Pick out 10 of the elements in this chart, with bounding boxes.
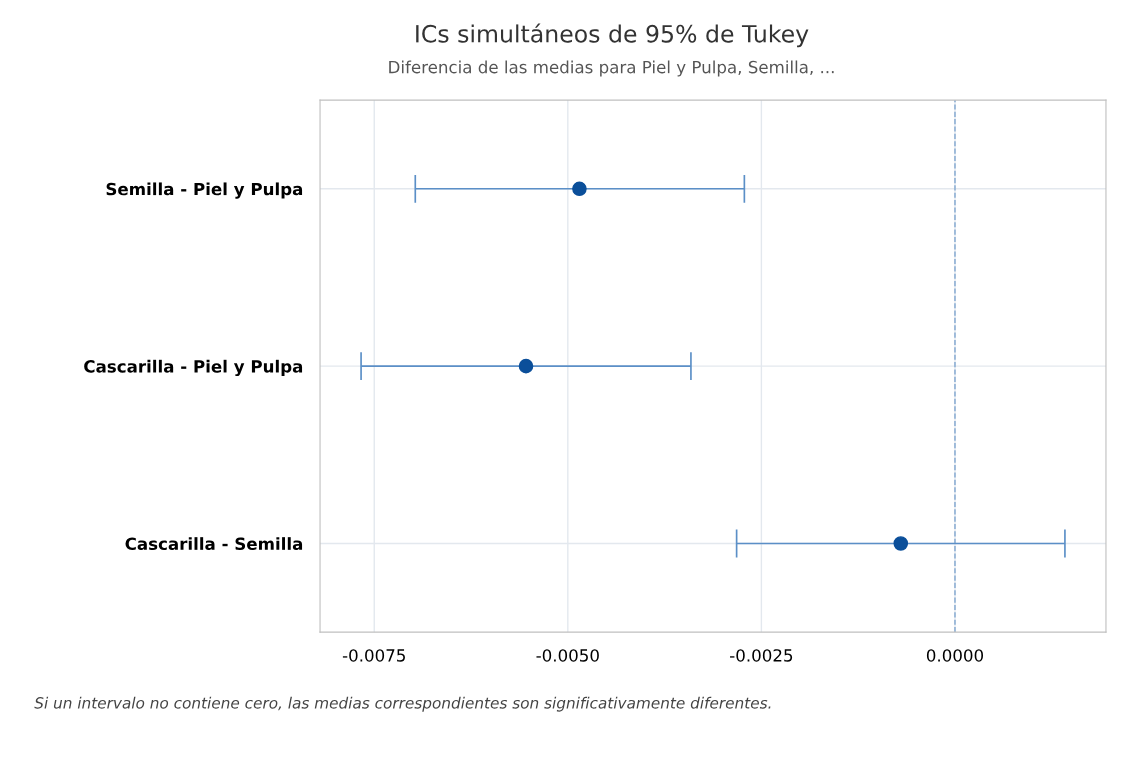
x-tick-label: -0.0050	[536, 649, 599, 662]
x-tick-label: -0.0075	[342, 649, 405, 662]
y-tick-label: Semilla - Piel y Pulpa	[106, 182, 303, 199]
chart-title: ICs simultáneos de 95% de Tukey	[416, 23, 809, 48]
chart-subtitle: Diferencia de las medias para Piel y Pulpa, Semilla, ...	[389, 60, 834, 77]
x-tick-label: -0.0025	[730, 649, 793, 662]
y-tick-label: Cascarilla - Piel y Pulpa	[84, 359, 303, 377]
y-tick-label: Cascarilla - Semilla	[125, 537, 303, 551]
text: Si un intervalo no contiene cero, las medias correspondientes son significativamente diferentes.	[34, 696, 771, 712]
x-tick-label: 0.0000	[926, 649, 984, 662]
